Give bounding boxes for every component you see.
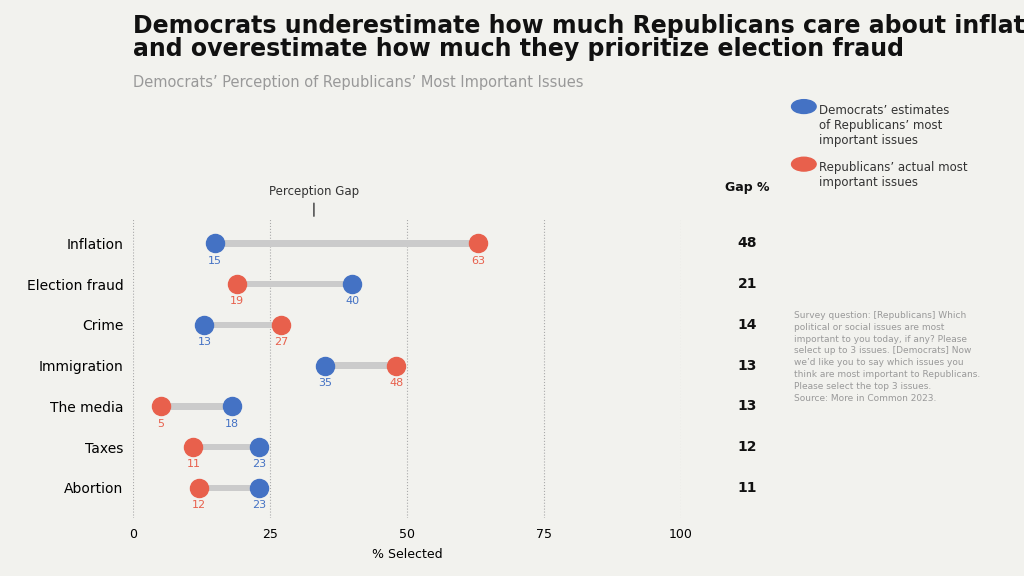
Text: 48: 48 <box>737 236 758 251</box>
Text: 12: 12 <box>191 500 206 510</box>
Bar <box>199 484 259 491</box>
Text: 15: 15 <box>208 256 222 266</box>
Text: Gap %: Gap % <box>725 181 770 194</box>
Text: 35: 35 <box>317 378 332 388</box>
Bar <box>325 362 396 369</box>
Text: Democrats’ estimates
of Republicans’ most
important issues: Democrats’ estimates of Republicans’ mos… <box>819 104 949 147</box>
Text: Survey question: [Republicans] Which
political or social issues are most
importa: Survey question: [Republicans] Which pol… <box>794 311 980 403</box>
Text: 23: 23 <box>252 459 266 469</box>
Bar <box>238 281 352 287</box>
Text: 13: 13 <box>738 359 757 373</box>
Text: 63: 63 <box>471 256 485 266</box>
Bar <box>215 240 478 247</box>
Text: 18: 18 <box>224 419 239 429</box>
Bar <box>161 403 231 410</box>
Text: 27: 27 <box>273 337 288 347</box>
Text: 19: 19 <box>230 296 245 306</box>
Text: 40: 40 <box>345 296 359 306</box>
Bar <box>194 444 259 450</box>
Text: 12: 12 <box>737 440 758 454</box>
Text: 5: 5 <box>157 419 164 429</box>
X-axis label: % Selected: % Selected <box>372 548 442 561</box>
Text: 13: 13 <box>738 399 757 414</box>
Text: 14: 14 <box>737 318 758 332</box>
Text: Republicans’ actual most
important issues: Republicans’ actual most important issue… <box>819 161 968 190</box>
Text: 13: 13 <box>198 337 211 347</box>
Text: 11: 11 <box>186 459 201 469</box>
Text: and overestimate how much they prioritize election fraud: and overestimate how much they prioritiz… <box>133 37 904 62</box>
Text: 11: 11 <box>737 481 758 495</box>
Bar <box>205 321 281 328</box>
Text: Democrats underestimate how much Republicans care about inflation: Democrats underestimate how much Republi… <box>133 14 1024 39</box>
Text: 48: 48 <box>389 378 403 388</box>
Text: Perception Gap: Perception Gap <box>269 185 359 198</box>
Text: 23: 23 <box>252 500 266 510</box>
Text: 21: 21 <box>737 277 758 291</box>
Text: Democrats’ Perception of Republicans’ Most Important Issues: Democrats’ Perception of Republicans’ Mo… <box>133 75 584 90</box>
